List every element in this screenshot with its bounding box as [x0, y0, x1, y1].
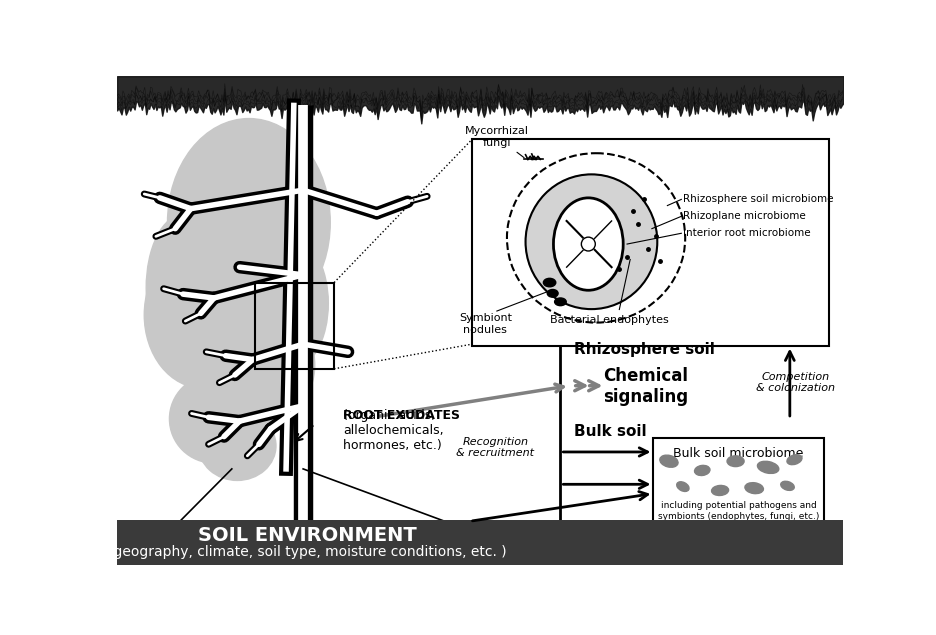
Text: Rhizoplane microbiome: Rhizoplane microbiome	[682, 211, 805, 222]
Ellipse shape	[694, 465, 709, 476]
Ellipse shape	[525, 175, 656, 309]
Ellipse shape	[146, 215, 220, 361]
Ellipse shape	[553, 198, 622, 290]
Text: Chemical
signaling: Chemical signaling	[603, 367, 687, 406]
Text: Rhizosphere soil: Rhizosphere soil	[574, 342, 714, 357]
Text: Competition
& colonization: Competition & colonization	[755, 372, 834, 394]
Ellipse shape	[786, 455, 801, 465]
Ellipse shape	[213, 307, 314, 423]
Ellipse shape	[198, 411, 276, 481]
Text: Bulk soil microbiome: Bulk soil microbiome	[673, 447, 803, 460]
Text: (geography, climate, soil type, moisture conditions, etc. ): (geography, climate, soil type, moisture…	[108, 545, 505, 559]
Text: Symbiont
nodules: Symbiont nodules	[459, 313, 511, 335]
Bar	[472, 139, 827, 345]
Text: Interior root microbiome: Interior root microbiome	[682, 228, 810, 238]
Text: including potential pathogens and
symbionts (endophytes, fungi, etc.): including potential pathogens and symbio…	[657, 501, 818, 521]
Ellipse shape	[726, 456, 743, 467]
Ellipse shape	[144, 242, 260, 388]
Ellipse shape	[710, 485, 728, 495]
Text: Rhizosphere soil microbiome: Rhizosphere soil microbiome	[682, 194, 832, 204]
Ellipse shape	[756, 461, 778, 474]
Bar	[652, 438, 823, 525]
Ellipse shape	[676, 482, 688, 491]
Text: SOIL ENVIRONMENT: SOIL ENVIRONMENT	[197, 526, 416, 545]
Bar	[255, 283, 334, 369]
Text: Recognition
& recruitment: Recognition & recruitment	[456, 436, 534, 458]
Text: Bacterial endophytes: Bacterial endophytes	[549, 315, 668, 325]
Ellipse shape	[168, 119, 329, 326]
Text: (organic acids,
allelochemicals,
hormones, etc.): (organic acids, allelochemicals, hormone…	[344, 409, 444, 452]
Bar	[117, 521, 842, 565]
Ellipse shape	[780, 481, 794, 490]
Ellipse shape	[255, 238, 328, 369]
Ellipse shape	[554, 298, 565, 305]
Text: Mycorrhizal
fungi: Mycorrhizal fungi	[464, 126, 528, 157]
Ellipse shape	[580, 237, 594, 251]
Ellipse shape	[543, 278, 555, 287]
Text: ROOT EXUDATES: ROOT EXUDATES	[344, 409, 460, 422]
Ellipse shape	[547, 290, 558, 297]
Ellipse shape	[169, 375, 258, 463]
Ellipse shape	[744, 483, 763, 493]
Text: Bulk soil: Bulk soil	[574, 424, 647, 439]
Ellipse shape	[659, 455, 678, 467]
